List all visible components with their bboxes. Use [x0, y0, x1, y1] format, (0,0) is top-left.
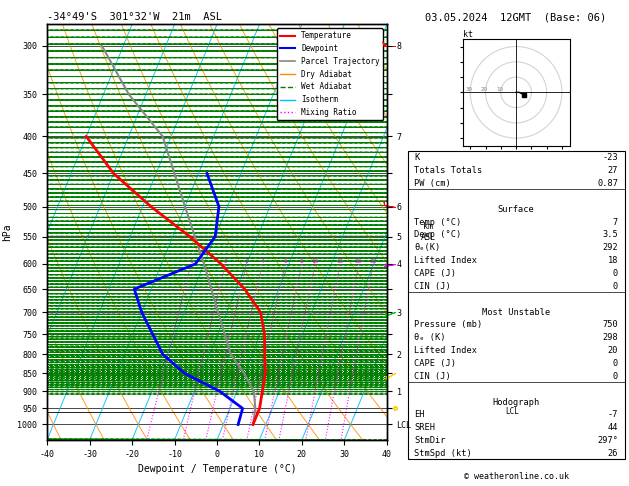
- Text: CIN (J): CIN (J): [414, 282, 451, 291]
- Text: 298: 298: [603, 333, 618, 342]
- Y-axis label: km
ASL: km ASL: [421, 223, 436, 242]
- Text: 10: 10: [311, 259, 319, 264]
- Text: Lifted Index: Lifted Index: [414, 346, 477, 355]
- Text: 0: 0: [613, 359, 618, 368]
- Text: Hodograph: Hodograph: [493, 398, 540, 407]
- Text: PW (cm): PW (cm): [414, 179, 451, 188]
- Text: 0: 0: [613, 269, 618, 278]
- Text: -7: -7: [608, 410, 618, 419]
- Text: -34°49'S  301°32'W  21m  ASL: -34°49'S 301°32'W 21m ASL: [47, 12, 222, 22]
- Text: 1: 1: [189, 259, 193, 264]
- Text: θₑ(K): θₑ(K): [414, 243, 440, 252]
- Text: LCL: LCL: [506, 407, 520, 416]
- Y-axis label: hPa: hPa: [2, 223, 12, 241]
- Text: Surface: Surface: [498, 205, 535, 214]
- Text: 03.05.2024  12GMT  (Base: 06): 03.05.2024 12GMT (Base: 06): [425, 12, 607, 22]
- Text: Pressure (mb): Pressure (mb): [414, 320, 482, 330]
- Text: Totals Totals: Totals Totals: [414, 166, 482, 175]
- Text: 292: 292: [603, 243, 618, 252]
- Text: 4: 4: [260, 259, 264, 264]
- Text: 0: 0: [613, 282, 618, 291]
- Text: Dewp (°C): Dewp (°C): [414, 230, 461, 240]
- Text: 26: 26: [608, 449, 618, 458]
- Text: 297°: 297°: [597, 436, 618, 445]
- Text: EH: EH: [414, 410, 425, 419]
- Text: 30: 30: [465, 87, 472, 92]
- Text: 3.5: 3.5: [603, 230, 618, 240]
- Text: © weatheronline.co.uk: © weatheronline.co.uk: [464, 472, 569, 481]
- Text: CIN (J): CIN (J): [414, 372, 451, 381]
- Text: 20: 20: [608, 346, 618, 355]
- Text: 44: 44: [608, 423, 618, 432]
- Text: 3: 3: [245, 259, 248, 264]
- Text: 18: 18: [608, 256, 618, 265]
- Text: 25: 25: [369, 259, 377, 264]
- Text: CAPE (J): CAPE (J): [414, 269, 456, 278]
- Text: CAPE (J): CAPE (J): [414, 359, 456, 368]
- Text: 20: 20: [355, 259, 362, 264]
- Text: SREH: SREH: [414, 423, 435, 432]
- Text: Lifted Index: Lifted Index: [414, 256, 477, 265]
- Text: 10: 10: [496, 87, 503, 92]
- Text: 0.87: 0.87: [597, 179, 618, 188]
- Text: Most Unstable: Most Unstable: [482, 308, 550, 316]
- Text: 2: 2: [223, 259, 227, 264]
- Text: -23: -23: [603, 153, 618, 162]
- Legend: Temperature, Dewpoint, Parcel Trajectory, Dry Adiabat, Wet Adiabat, Isotherm, Mi: Temperature, Dewpoint, Parcel Trajectory…: [277, 28, 383, 120]
- Text: 7: 7: [613, 218, 618, 226]
- Text: K: K: [414, 153, 420, 162]
- Text: 15: 15: [337, 259, 344, 264]
- Text: 20: 20: [481, 87, 488, 92]
- Text: StmDir: StmDir: [414, 436, 445, 445]
- X-axis label: Dewpoint / Temperature (°C): Dewpoint / Temperature (°C): [138, 464, 296, 474]
- Text: θₑ (K): θₑ (K): [414, 333, 445, 342]
- Text: 750: 750: [603, 320, 618, 330]
- Text: 27: 27: [608, 166, 618, 175]
- Text: kt: kt: [463, 30, 472, 39]
- Text: 6: 6: [283, 259, 287, 264]
- Text: Temp (°C): Temp (°C): [414, 218, 461, 226]
- Text: 0: 0: [613, 372, 618, 381]
- Text: StmSpd (kt): StmSpd (kt): [414, 449, 472, 458]
- Text: 8: 8: [300, 259, 304, 264]
